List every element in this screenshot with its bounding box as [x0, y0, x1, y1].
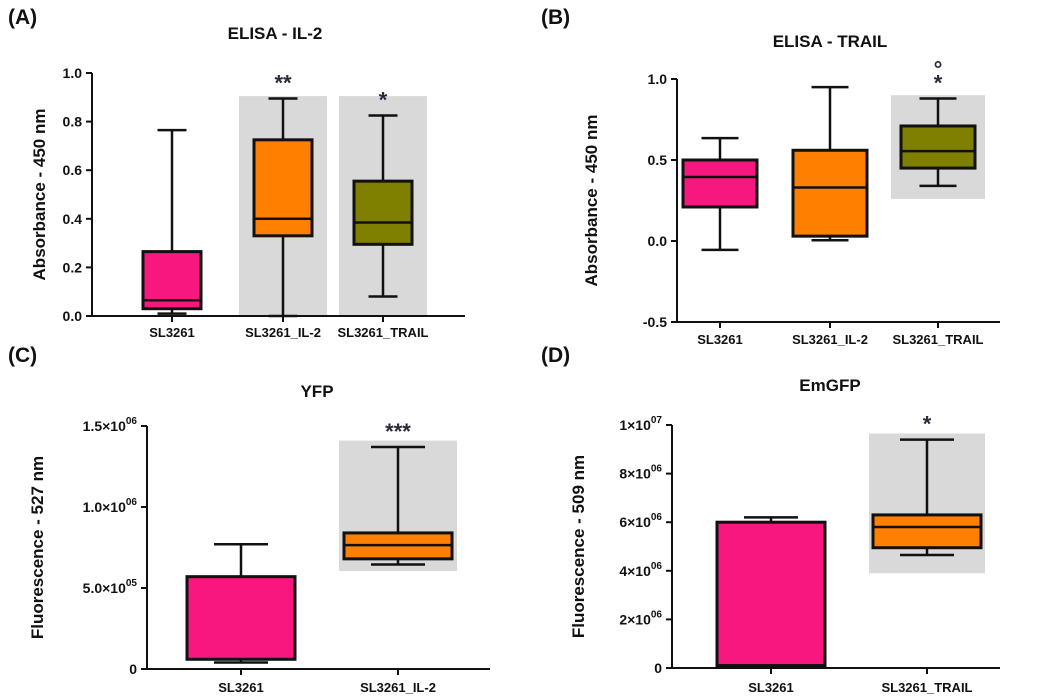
chart-title: ELISA - IL-2: [228, 24, 323, 43]
panel-3: (C) YFP Fluorescence - 527 nm 0 5.0×1005 1.0×…: [8, 344, 490, 695]
y-tick-mantissa: 8×10: [619, 466, 651, 482]
y-tick-label: 5.0×1005: [83, 578, 138, 596]
y-tick-label: 0.5: [648, 152, 668, 168]
y-tick-label: 8×1006: [619, 464, 662, 482]
y-tick-exponent: 06: [651, 561, 663, 572]
box-SL3261_TRAIL: [352, 114, 414, 298]
box-body: [715, 520, 827, 668]
y-tick-exponent: 06: [651, 464, 663, 475]
y-tick-mantissa: 2×10: [619, 611, 651, 627]
x-tick-label: SL3261_TRAIL: [337, 325, 428, 340]
y-tick-mantissa: 5.0×10: [83, 580, 126, 596]
panel-1: (A) ELISA - IL-2 Absorbance - 450 nm 0.0 0.2…: [8, 6, 465, 340]
panel-label: (D): [541, 344, 570, 367]
box-SL3261_TRAIL: [899, 97, 977, 188]
x-tick-label: SL3261_IL-2: [360, 680, 436, 695]
box-body: [352, 179, 414, 246]
box-body: [681, 158, 759, 209]
box-SL3261_IL-2: [342, 445, 454, 566]
y-tick-label: 0.8: [63, 114, 83, 130]
y-tick-label: 0.0: [63, 308, 83, 324]
y-tick-exponent: 06: [651, 609, 663, 620]
significance-mark: *: [923, 412, 932, 437]
y-tick-label: 0.2: [63, 259, 83, 275]
y-tick-mantissa: 1×10: [619, 417, 651, 433]
y-tick-exponent: 05: [126, 578, 138, 589]
y-tick-label: 1.0×1006: [83, 497, 138, 515]
box-SL3261_IL-2: [791, 85, 869, 242]
y-axis-label: Absorbance - 450 nm: [30, 109, 49, 281]
box-body: [871, 513, 983, 550]
y-axis-label: Absorbance - 450 nm: [582, 115, 601, 287]
x-tick-label: SL3261: [697, 332, 743, 347]
y-tick-label: 0.0: [648, 233, 668, 249]
x-tick-label: SL3261: [748, 680, 794, 695]
box-body: [252, 138, 314, 238]
y-tick-mantissa: 4×10: [619, 563, 651, 579]
y-tick-mantissa: 6×10: [619, 514, 651, 530]
y-tick-label: -0.5: [643, 314, 667, 330]
y-tick-label: 2×1006: [619, 609, 662, 627]
box-body: [899, 124, 977, 170]
y-tick-label: 1.5×1006: [83, 416, 138, 434]
y-tick-label: 0: [129, 661, 137, 677]
x-tick-label: SL3261: [218, 680, 264, 695]
significance-mark: ***: [385, 419, 411, 444]
y-tick-label: 0: [654, 660, 662, 676]
y-axis-label: Fluorescence - 509 nm: [569, 455, 588, 638]
y-tick-mantissa: 1.0×10: [83, 499, 126, 515]
box-SL3261: [185, 543, 297, 664]
y-tick-label: 0.6: [63, 162, 83, 178]
y-tick-label: 1.0: [648, 71, 668, 87]
y-tick-label: 0.4: [63, 211, 83, 227]
y-tick-exponent: 06: [651, 512, 663, 523]
chart-title: ELISA - TRAIL: [773, 32, 888, 51]
significance-mark: *: [934, 70, 943, 95]
significance-mark: **: [274, 71, 292, 96]
y-tick-label: 6×1006: [619, 512, 662, 530]
y-tick-label: 4×1006: [619, 561, 662, 579]
chart-title: YFP: [300, 382, 333, 401]
box-SL3261_IL-2: [252, 97, 314, 318]
x-tick-label: SL3261_TRAIL: [892, 332, 983, 347]
chart-title: EmGFP: [799, 376, 860, 395]
y-axis-label: Fluorescence - 527 nm: [28, 456, 47, 639]
y-tick-exponent: 06: [126, 416, 138, 427]
box-SL3261: [681, 136, 759, 252]
x-tick-label: SL3261_IL-2: [792, 332, 868, 347]
box-body: [791, 148, 869, 238]
significance-mark-secondary: °: [934, 56, 943, 81]
y-tick-exponent: 06: [126, 497, 138, 508]
box-SL3261: [715, 516, 827, 669]
box-SL3261_TRAIL: [871, 438, 983, 557]
panel-2: (B) ELISA - TRAIL Absorbance - 450 nm -0.5 0…: [541, 6, 1000, 347]
y-tick-label: 1.0: [63, 65, 83, 81]
panel-label: (A): [8, 6, 37, 29]
box-body: [185, 575, 297, 661]
panel-label: (B): [541, 6, 570, 29]
panel-label: (C): [8, 344, 37, 367]
x-tick-label: SL3261: [149, 325, 195, 340]
x-tick-label: SL3261_TRAIL: [881, 680, 972, 695]
y-tick-mantissa: 1.5×10: [83, 418, 126, 434]
y-tick-label: 1×1007: [619, 415, 662, 433]
x-tick-label: SL3261_IL-2: [245, 325, 321, 340]
significance-mark: *: [379, 88, 388, 113]
box-SL3261: [141, 128, 203, 315]
y-tick-exponent: 07: [651, 415, 663, 426]
